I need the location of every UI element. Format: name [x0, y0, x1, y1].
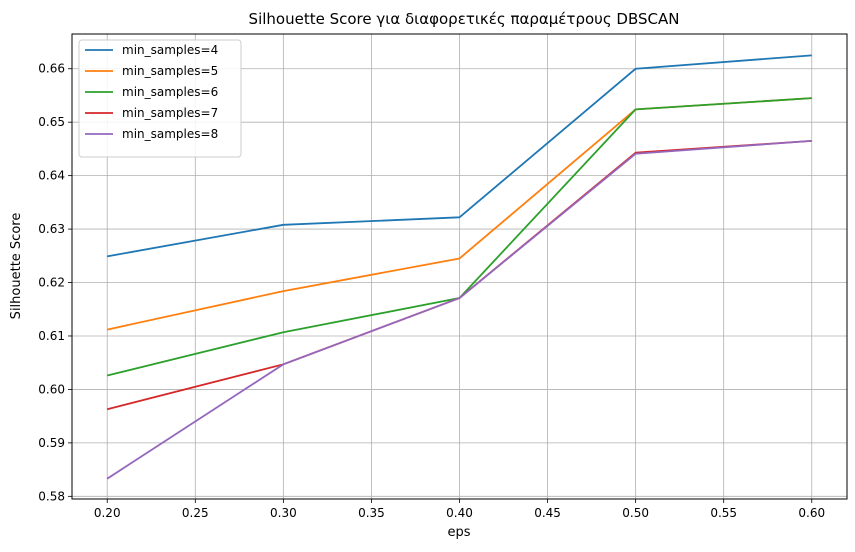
legend-entry-label: min_samples=7 [122, 106, 218, 120]
x-tick-label: 0.20 [94, 506, 121, 520]
series-lines [106, 54, 812, 480]
x-axis-label: eps [447, 525, 470, 540]
y-tick-label: 0.66 [38, 62, 65, 76]
legend: min_samples=4 min_samples=5 min_samples=6m… [78, 39, 242, 158]
x-tick-label: 0.50 [622, 506, 649, 520]
y-axis-label: Silhouette Score [9, 213, 24, 320]
x-tick-label: 0.45 [534, 506, 561, 520]
x-tick-label: 0.25 [182, 506, 209, 520]
y-tick-label: 0.60 [38, 382, 65, 396]
x-tick-label: 0.60 [798, 506, 825, 520]
legend-box [78, 39, 242, 158]
y-tick-label: 0.64 [38, 169, 65, 183]
legend-entry-label: min_samples=8 [122, 127, 218, 141]
axis-ticks: 0.20 0.25 0.30 0.35 0.40 0.45 0.50 0.55 0.60 0.58… [38, 62, 825, 520]
x-tick-label: 0.55 [710, 506, 737, 520]
grid-lines [72, 34, 847, 499]
y-tick-label: 0.62 [38, 276, 65, 290]
y-tick-label: 0.65 [38, 115, 65, 129]
series-line-5 [106, 139, 812, 480]
y-tick-label: 0.63 [38, 222, 65, 236]
chart-title: Silhouette Score για διαφορετικές παραμέ… [249, 10, 680, 28]
x-tick-label: 0.30 [270, 506, 297, 520]
legend-entry-label: min_samples=5 [122, 64, 218, 78]
x-tick-label: 0.40 [446, 506, 473, 520]
y-tick-label: 0.61 [38, 329, 65, 343]
y-tick-label: 0.58 [38, 489, 65, 503]
legend-entry-label: min_samples=4 [122, 43, 218, 57]
y-tick-label: 0.59 [38, 436, 65, 450]
legend-entry-label: min_samples=6 [122, 85, 218, 99]
x-tick-label: 0.35 [358, 506, 385, 520]
series-line-1 [107, 54, 812, 258]
